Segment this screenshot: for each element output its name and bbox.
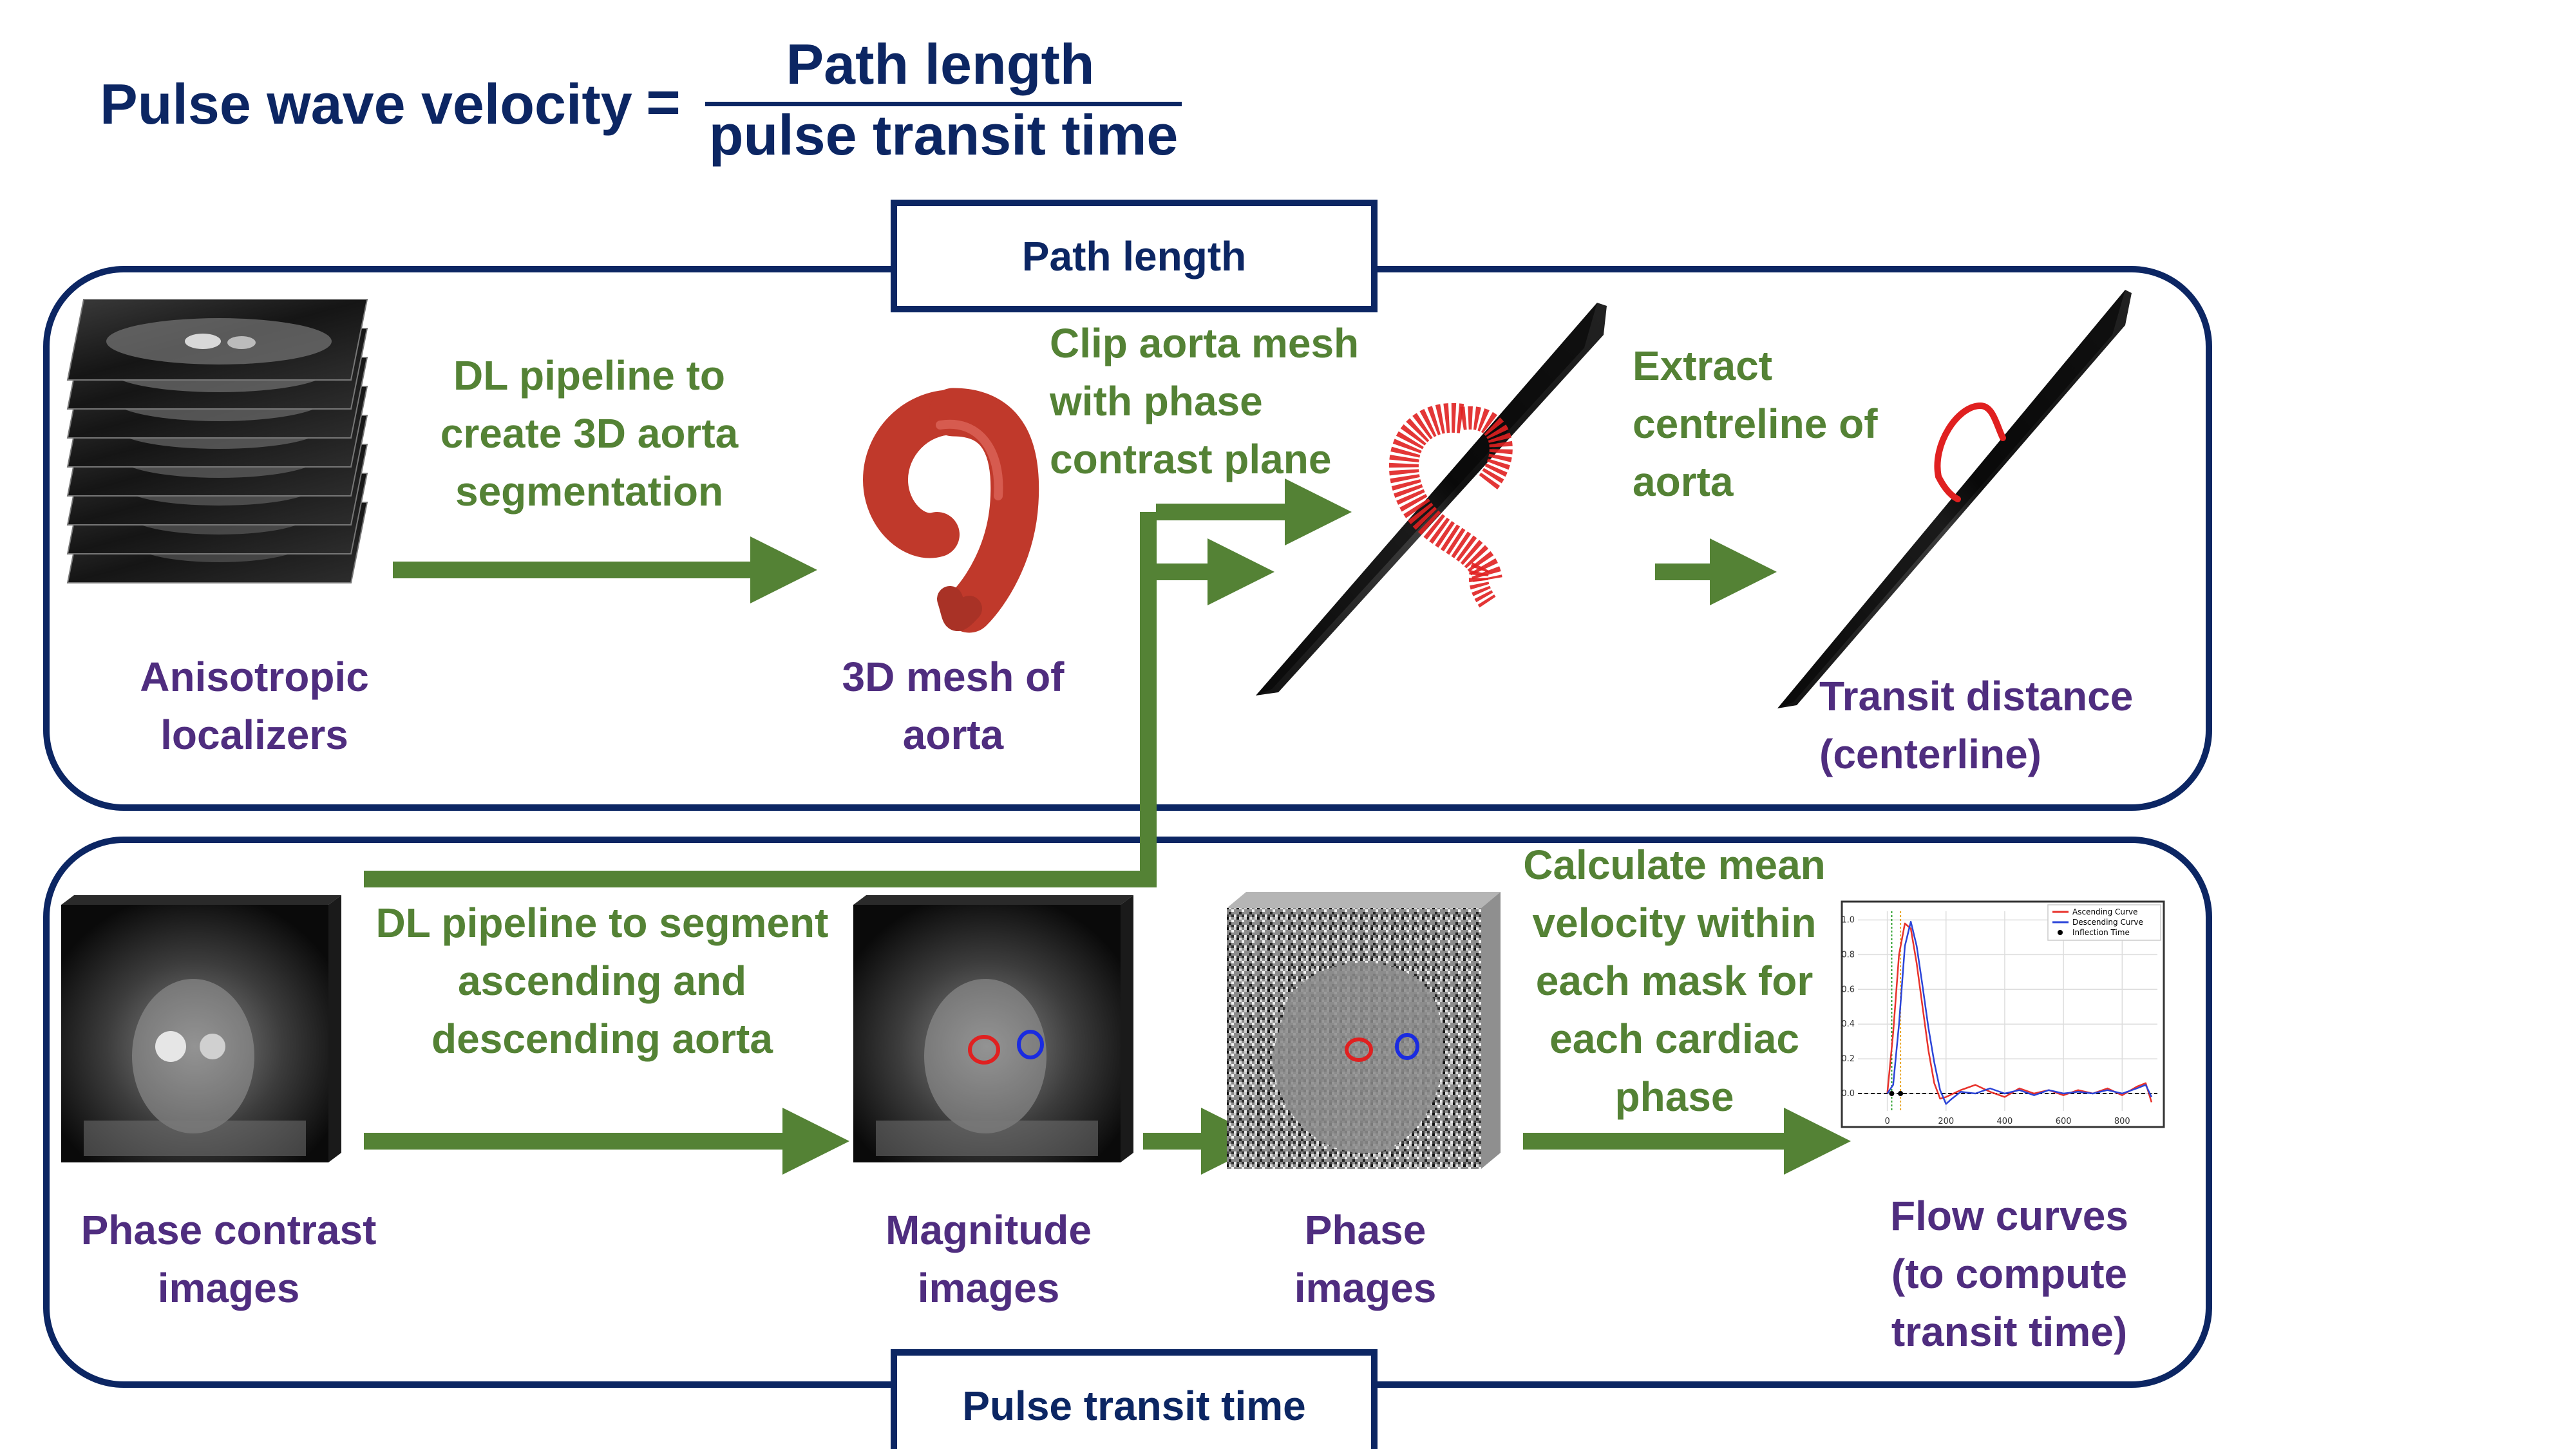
formula-numerator: Path length: [786, 32, 1094, 96]
aorta-mesh: [862, 388, 1039, 633]
step-dl-3d-line3: segmentation: [455, 468, 723, 515]
step-clip-text: Clip aorta mesh with phase contrast plan…: [1049, 320, 1359, 482]
caption-mesh: 3D mesh of aorta: [842, 654, 1065, 758]
caption-flow-curves: Flow curves (to compute transit time): [1890, 1193, 2128, 1355]
step-clip-line2: with phase: [1049, 378, 1263, 424]
step-extract-line3: aorta: [1633, 459, 1734, 505]
step-calc-text: Calculate mean velocity within each mask…: [1523, 842, 1826, 1120]
x-tick-800: 800: [2114, 1117, 2130, 1126]
phase-contrast-image: [61, 895, 341, 1162]
caption-magnitude-line1: Magnitude: [886, 1207, 1092, 1253]
caption-magnitude: Magnitude images: [886, 1207, 1092, 1311]
x-tick-0: 0: [1884, 1117, 1889, 1126]
step-dl-3d-text: DL pipeline to create 3D aorta segmentat…: [440, 352, 739, 515]
caption-localizers-line1: Anisotropic: [140, 654, 369, 700]
step-calc-line1: Calculate mean: [1523, 842, 1826, 888]
step-calc-line4: each cardiac: [1549, 1016, 1799, 1062]
y-tick-0.2: 0.2: [1841, 1054, 1855, 1064]
caption-flow-curves-line1: Flow curves: [1890, 1193, 2128, 1239]
series-line-0: [1886, 922, 2153, 1103]
step-extract-text: Extract centreline of aorta: [1633, 343, 1878, 505]
step-dl-3d-line1: DL pipeline to: [453, 352, 725, 399]
x-tick-600: 600: [2056, 1117, 2072, 1126]
legend-ascending: Ascending Curve: [2072, 907, 2137, 916]
y-tick-0.4: 0.4: [1841, 1019, 1855, 1029]
connector-phase-to-clip: [364, 512, 1157, 887]
x-tick-400: 400: [1997, 1117, 2013, 1126]
formula-equals: =: [646, 70, 681, 135]
caption-mesh-line2: aorta: [903, 712, 1004, 758]
path-length-title-box: Path length: [891, 200, 1378, 312]
path-length-title: Path length: [1022, 233, 1246, 279]
chart-ticks: 0 200 400 600 800 0.0 0.2 0.4 0.6 0.8 1.0: [1841, 915, 2130, 1126]
anisotropic-localizers-stack: [66, 299, 368, 583]
caption-phase-contrast-line2: images: [158, 1265, 300, 1311]
step-calc-line5: phase: [1615, 1074, 1734, 1120]
step-calc-line3: each mask for: [1536, 958, 1813, 1004]
caption-magnitude-line2: images: [918, 1265, 1060, 1311]
caption-phase-contrast: Phase contrast images: [81, 1207, 377, 1311]
magnitude-image: [853, 895, 1133, 1162]
step-calc-line2: velocity within: [1533, 900, 1817, 946]
step-extract-line1: Extract: [1633, 343, 1772, 389]
caption-localizers: Anisotropic localizers: [140, 654, 369, 758]
y-tick-1.0: 1.0: [1841, 915, 1855, 925]
inflection-point-0: [1889, 1091, 1895, 1097]
y-tick-0.0: 0.0: [1841, 1089, 1855, 1099]
caption-phase-contrast-line1: Phase contrast: [81, 1207, 377, 1253]
step-dl-seg-text: DL pipeline to segment ascending and des…: [376, 900, 829, 1062]
flow-curves-chart: 0 200 400 600 800 0.0 0.2 0.4 0.6 0.8 1.0 Ascendin…: [1841, 900, 2165, 1128]
caption-localizers-line2: localizers: [160, 712, 348, 758]
chart-lines: [1858, 911, 2157, 1111]
caption-flow-curves-line3: transit time): [1891, 1309, 2127, 1355]
legend-inflection-swatch: [2058, 930, 2063, 935]
chart-legend: Ascending Curve Descending Curve Inflect…: [2047, 904, 2161, 941]
y-tick-0.6: 0.6: [1841, 985, 1855, 994]
step-dl-seg-line2: ascending and: [458, 958, 746, 1004]
formula-denominator: pulse transit time: [709, 103, 1179, 167]
caption-transit-distance-line2: (centerline): [1819, 731, 2041, 777]
inflection-point-1: [1898, 1091, 1904, 1097]
step-dl-3d-line2: create 3D aorta: [440, 410, 739, 457]
caption-mesh-line1: 3D mesh of: [842, 654, 1065, 700]
series-line-1: [1886, 920, 2153, 1105]
caption-transit-distance-line1: Transit distance: [1819, 673, 2133, 719]
caption-phase-line1: Phase: [1305, 1207, 1426, 1253]
clip-plane-image: [1256, 303, 1607, 696]
step-dl-seg-line1: DL pipeline to segment: [376, 900, 829, 946]
y-tick-0.8: 0.8: [1841, 950, 1855, 960]
fraction-bar: [705, 102, 1182, 106]
x-tick-200: 200: [1938, 1117, 1954, 1126]
formula: Pulse wave velocity = Path length pulse …: [100, 32, 1182, 167]
legend-descending: Descending Curve: [2072, 918, 2143, 927]
formula-lhs: Pulse wave velocity: [100, 72, 632, 136]
phase-image: [1227, 892, 1501, 1169]
centreline-plane-image: [1777, 290, 2132, 708]
pulse-transit-time-title: Pulse transit time: [962, 1383, 1306, 1429]
step-dl-seg-line3: descending aorta: [431, 1016, 773, 1062]
legend-inflection: Inflection Time: [2072, 928, 2130, 937]
caption-transit-distance: Transit distance (centerline): [1819, 673, 2133, 777]
step-clip-line1: Clip aorta mesh: [1050, 320, 1359, 366]
caption-phase: Phase images: [1294, 1207, 1437, 1311]
caption-phase-line2: images: [1294, 1265, 1437, 1311]
pulse-transit-time-title-box: Pulse transit time: [891, 1349, 1378, 1449]
step-clip-line3: contrast plane: [1050, 436, 1331, 482]
step-extract-line2: centreline of: [1633, 401, 1878, 447]
caption-flow-curves-line2: (to compute: [1891, 1251, 2127, 1297]
